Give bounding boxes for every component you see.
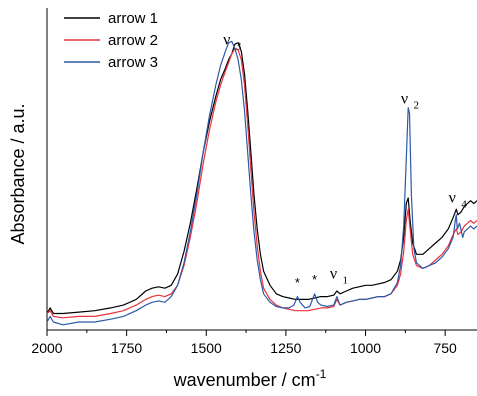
- annotation-sub-4: 4: [461, 198, 467, 210]
- x-tick-label-1500: 1500: [191, 340, 222, 356]
- annotation-sub-3: 3: [236, 40, 242, 52]
- x-tick-label-2000: 2000: [31, 340, 62, 356]
- x-axis-label-main: wavenumber / cm: [173, 370, 316, 390]
- series-line-2: [46, 47, 477, 319]
- annotation-nu-2: ν: [401, 91, 408, 108]
- x-axis-label: wavenumber / cm-1: [173, 367, 327, 390]
- x-axis-ticks: 2000 1750 1500 1250 1000 750: [31, 330, 457, 356]
- annotation-nu-3: ν: [223, 31, 230, 48]
- annotation-star-4: *: [295, 275, 300, 290]
- legend-label-2: arrow 2: [108, 32, 158, 49]
- annotation-nu-4: ν: [449, 189, 456, 206]
- annotation-nu-1: ν: [330, 266, 337, 283]
- x-axis-label-sup: -1: [316, 367, 327, 381]
- x-tick-label-1250: 1250: [270, 340, 301, 356]
- series-line-3: [46, 40, 477, 326]
- peak-annotations: ν 3ν 2ν 4ν 1* *: [223, 31, 467, 290]
- x-tick-label-1750: 1750: [111, 340, 142, 356]
- legend-label-3: arrow 3: [108, 54, 158, 71]
- y-axis-label: Absorbance / a.u.: [8, 103, 28, 244]
- annotation-sub-2: 2: [413, 100, 419, 112]
- series-layer: [46, 40, 477, 326]
- legend-label-1: arrow 1: [108, 10, 158, 27]
- x-tick-label-1000: 1000: [350, 340, 381, 356]
- legend: arrow 1 arrow 2 arrow 3: [64, 10, 158, 71]
- series-line-1: [46, 42, 477, 315]
- annotation-star-5: *: [312, 272, 317, 287]
- annotation-sub-1: 1: [342, 275, 348, 287]
- x-tick-label-750: 750: [433, 340, 457, 356]
